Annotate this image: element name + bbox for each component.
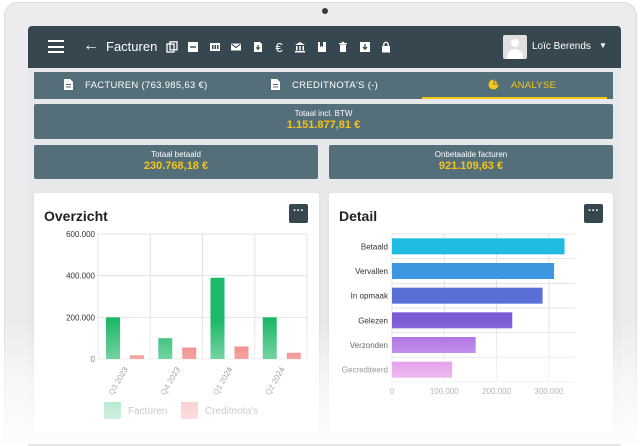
euro-icon[interactable]: € [275,39,283,55]
bar-facturen [106,317,120,359]
y-tick-label: Gecrediteerd [342,366,388,375]
x-tick-label: Q3 2023 [107,365,130,397]
trash-icon[interactable] [336,40,350,54]
y-tick-label: 200.000 [66,313,95,322]
bar-creditnotas [182,347,197,359]
pie-chart-icon [488,79,499,93]
bar-betaald [392,238,565,255]
bar-facturen [158,338,173,359]
device-frame: ← Facturen € [4,2,637,446]
cards-icon[interactable] [208,40,222,54]
stat-value: 230.768,18 € [143,160,209,172]
x-tick-label: 200.000 [482,387,511,396]
mail-icon[interactable] [229,40,243,54]
tab-facturen[interactable]: FACTUREN (763.985,63 €) [64,72,208,99]
x-tick-label: 100.000 [430,387,459,396]
tab-label: FACTUREN (763.985,63 €) [85,80,208,91]
more-menu-button[interactable]: ··· [289,204,308,223]
bar-facturen [210,277,225,359]
tab-label: CREDITNOTA'S (-) [292,80,379,91]
stat-total-incl: Totaal incl. BTW 1.151.877,81 € [34,104,613,139]
box-download-icon[interactable] [358,40,372,54]
legend-swatch [104,402,121,419]
document-icon [64,78,73,93]
stat-label: Totaal incl. BTW [294,109,353,118]
y-tick-label: 0 [91,355,96,364]
legend-label: Creditnota's [205,406,258,417]
stat-value: 1.151.877,81 € [286,119,361,131]
legend-label: Facturen [128,406,167,417]
card-title: Overzicht [44,208,108,224]
y-tick-label: Betaald [361,242,388,251]
x-tick-label: Q4 2023 [159,365,182,397]
stat-label: Totaal betaald [151,150,201,159]
copy-icon[interactable] [165,40,179,54]
camera-dot [322,8,328,14]
active-tab-indicator [422,97,607,99]
document-icon [271,78,280,93]
app-screen: ← Facturen € [28,26,621,446]
stat-unpaid: Onbetaalde facturen 921.109,63 € [329,145,613,179]
bank-icon[interactable] [293,40,307,54]
bar-creditnotas [130,355,144,359]
stat-paid: Totaal betaald 230.768,18 € [34,145,318,179]
x-tick-label: Q2 2024 [263,365,286,397]
back-arrow-icon[interactable]: ← [83,37,99,54]
stat-label: Onbetaalde facturen [434,150,508,159]
y-tick-label: 400.000 [66,272,95,281]
tab-label: ANALYSE [511,80,557,91]
app-bar: ← Facturen € [28,26,621,68]
stat-value: 921.109,63 € [438,160,504,172]
lock-icon[interactable] [379,40,393,54]
y-tick-label: Gelezen [358,316,388,325]
file-download-icon[interactable] [251,40,265,54]
bar-gelezen [392,312,513,329]
overzicht-card: Overzicht ··· 0 200.000 400.000 600.000 Q3 2… [34,193,319,433]
bar-in-opmaak [392,287,543,304]
x-tick-label: 0 [390,387,395,396]
bar-facturen [262,317,277,359]
y-tick-label: In opmaak [351,292,389,301]
bar-verzonden [392,337,476,353]
detail-chart: 0 100.000 200.000 300.000 Betaald Vervallen In… [342,233,575,396]
y-tick-label: Vervallen [355,267,388,276]
bar-creditnotas [286,352,301,359]
page-title: Facturen [106,39,158,54]
chevron-down-icon[interactable]: ▼ [599,41,607,50]
overzicht-chart: 0 200.000 400.000 600.000 Q3 2023 Q4 2023 Q1 2… [66,230,308,419]
bookmark-icon[interactable] [315,40,329,54]
tab-creditnotas[interactable]: CREDITNOTA'S (-) [271,72,378,99]
bar-gecrediteerd [392,361,453,378]
tab-analyse[interactable]: ANALYSE [488,72,556,99]
x-tick-label: 300.000 [534,387,563,396]
minus-box-icon[interactable] [186,40,200,54]
tab-bar: FACTUREN (763.985,63 €) CREDITNOTA'S (-)… [34,72,613,99]
more-menu-button[interactable]: ··· [584,204,603,223]
bar-vervallen [392,263,555,279]
menu-icon[interactable] [48,40,64,53]
y-tick-label: 600.000 [66,230,95,239]
avatar[interactable] [503,35,527,59]
user-name[interactable]: Loïc Berends [532,41,591,52]
x-tick-label: Q1 2024 [211,365,234,397]
legend-swatch [181,402,198,419]
bar-creditnotas [234,346,249,359]
y-tick-label: Verzonden [350,341,388,350]
detail-card: Detail ··· 0 100.000 200.000 300.000 Betaald… [329,193,613,433]
card-title: Detail [339,208,378,224]
